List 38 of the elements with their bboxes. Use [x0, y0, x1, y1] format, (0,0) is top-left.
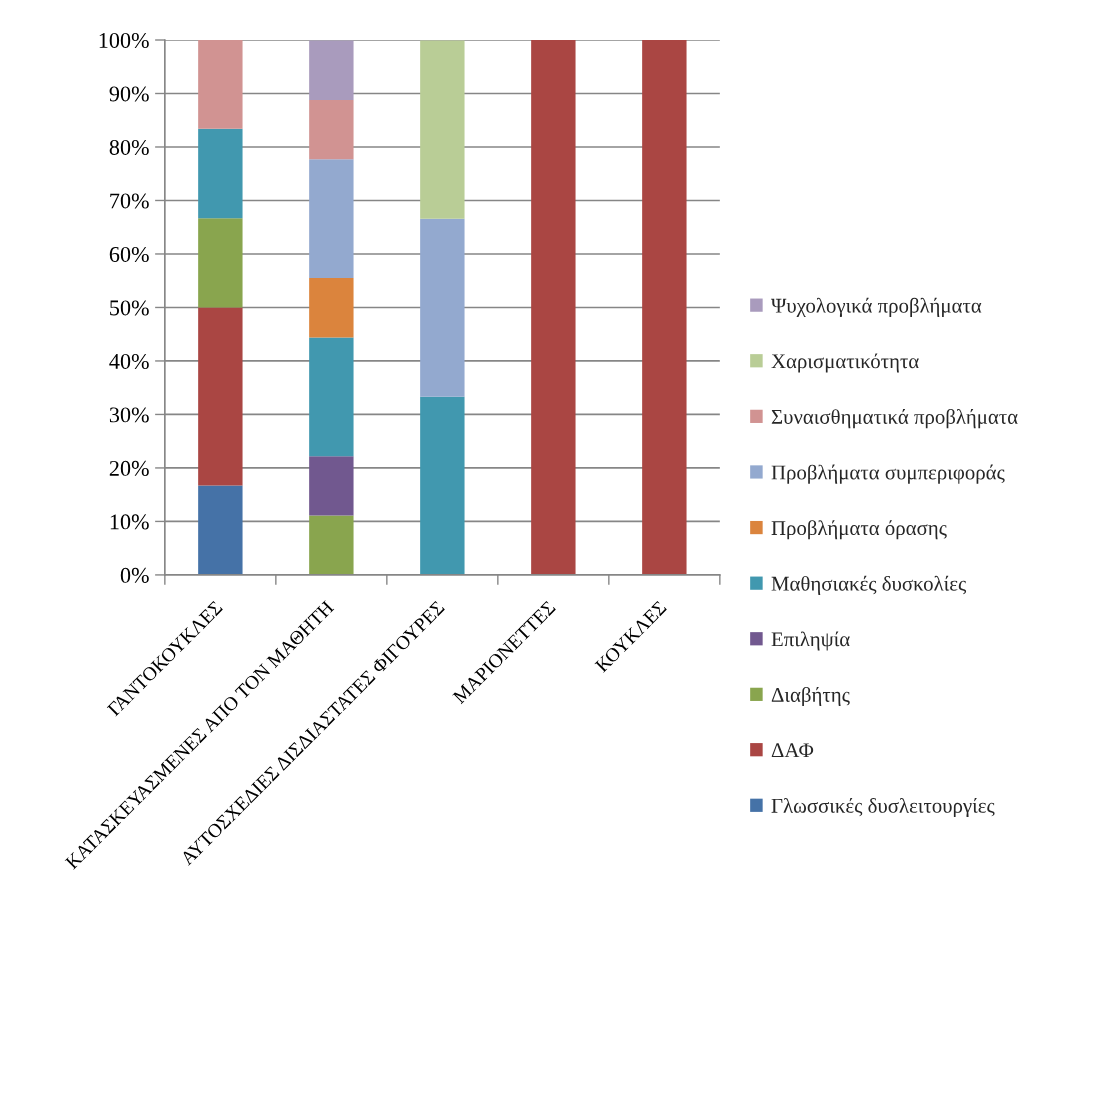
bar	[531, 40, 576, 575]
bar	[309, 40, 354, 100]
legend-label: Προβλήματα όρασης	[771, 520, 947, 540]
bar	[420, 396, 465, 575]
bar	[309, 278, 354, 338]
legend-label: Συναισθηματικά προβλήματα	[771, 409, 1018, 429]
y-tick-label: 30%	[109, 407, 149, 423]
bar	[198, 40, 243, 129]
y-tick-label: 50%	[110, 300, 149, 316]
legend-label: Γλωσσικές δυσλειτουργίες	[771, 797, 995, 818]
bar	[198, 307, 243, 486]
y-tick-label: 0%	[120, 567, 149, 583]
y-tick-label: 60%	[109, 246, 149, 262]
bar	[642, 40, 687, 575]
bar	[309, 159, 354, 279]
bar	[309, 99, 354, 160]
bar	[420, 218, 465, 397]
y-tick-label: 10%	[110, 514, 149, 530]
bar	[309, 515, 354, 575]
legend-label: Διαβήτης	[771, 687, 850, 707]
legend-label: Προβλήματα συμπεριφοράς	[771, 464, 1005, 484]
y-tick-label: 100%	[99, 32, 149, 49]
y-tick-label: 40%	[109, 353, 149, 369]
bar	[309, 337, 354, 457]
bar	[198, 128, 243, 219]
bar	[198, 485, 243, 575]
legend-label: ΔΑΦ	[771, 743, 814, 758]
y-tick-label: 80%	[109, 139, 149, 155]
legend-label: Επιληψία	[771, 631, 850, 651]
bar	[198, 218, 243, 308]
y-tick-label: 20%	[109, 460, 149, 476]
bar	[420, 40, 465, 219]
bar	[309, 456, 354, 516]
y-tick-label: 70%	[110, 193, 149, 209]
y-tick-label: 90%	[109, 86, 149, 102]
legend-label: Χαρισματικότητα	[771, 353, 919, 373]
legend-label: Ψυχολογικά προβλήματα	[771, 297, 982, 317]
legend-label: Μαθησιακές δυσκολίες	[771, 575, 967, 595]
